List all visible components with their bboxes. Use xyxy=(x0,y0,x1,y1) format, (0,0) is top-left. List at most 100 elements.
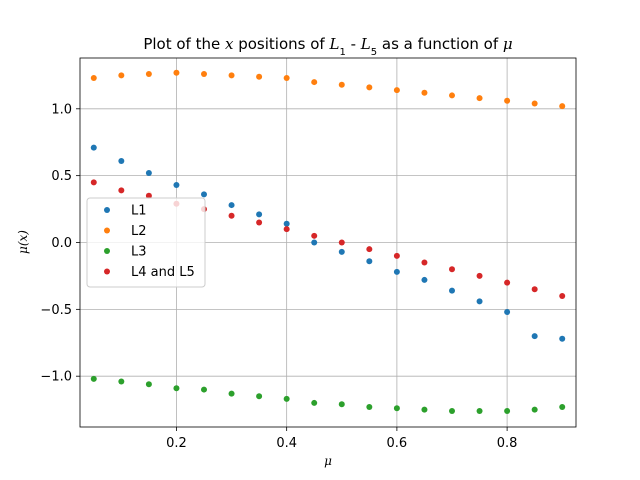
title-part: positions of xyxy=(233,35,329,53)
legend-marker xyxy=(104,248,110,254)
data-point-series-2 xyxy=(90,75,97,82)
title-part: as a function of xyxy=(377,35,503,53)
title-part: Plot of the xyxy=(143,35,225,53)
legend-label: L2 xyxy=(131,224,147,239)
data-point-series-4 xyxy=(338,239,345,246)
data-point-series-2 xyxy=(228,72,235,79)
data-point-series-2 xyxy=(449,92,455,99)
data-point-series-4 xyxy=(531,286,538,293)
legend-label: L4 and L5 xyxy=(131,265,195,280)
data-point-series-4 xyxy=(366,246,373,253)
data-point-series-3 xyxy=(201,386,207,393)
x-tick-label: 0.4 xyxy=(276,436,297,451)
data-point-series-1 xyxy=(201,191,207,198)
data-point-series-4 xyxy=(504,279,511,286)
data-point-series-1 xyxy=(393,268,400,275)
data-point-series-3 xyxy=(504,407,511,414)
x-tick-label: 0.2 xyxy=(166,436,187,451)
data-point-series-2 xyxy=(173,69,180,76)
y-tick-label: 0.5 xyxy=(51,169,72,184)
data-point-series-4 xyxy=(228,212,235,219)
data-point-series-4 xyxy=(421,259,428,266)
title-part: - xyxy=(346,35,361,53)
data-point-series-2 xyxy=(201,71,207,78)
data-point-series-3 xyxy=(283,395,290,402)
data-point-series-3 xyxy=(118,378,125,385)
x-tick-label: 0.6 xyxy=(387,436,408,451)
data-point-series-4 xyxy=(90,179,97,186)
title-part: μ xyxy=(503,35,513,53)
data-point-series-3 xyxy=(173,385,180,392)
data-point-series-2 xyxy=(338,81,345,88)
data-point-series-2 xyxy=(311,79,318,86)
data-point-series-1 xyxy=(90,144,97,151)
data-point-series-2 xyxy=(366,84,373,91)
data-point-series-2 xyxy=(504,97,511,104)
data-point-series-1 xyxy=(504,309,511,316)
data-point-series-4 xyxy=(118,187,125,194)
y-tick-label: −1.0 xyxy=(40,370,72,385)
data-point-series-4 xyxy=(256,219,263,226)
data-point-series-3 xyxy=(449,407,455,414)
data-points xyxy=(90,69,566,414)
data-point-series-4 xyxy=(393,252,400,259)
data-point-series-3 xyxy=(559,403,566,410)
data-point-series-2 xyxy=(145,71,152,78)
x-axis-label: μ xyxy=(324,454,332,468)
ticks: 0.2 0.4 0.6 0.8 −1.0 −0.5 0.0 0.5 1.0 xyxy=(40,102,517,451)
data-point-series-1 xyxy=(311,239,318,246)
data-point-series-3 xyxy=(311,399,318,406)
data-point-series-1 xyxy=(476,298,483,305)
title-part: 1 xyxy=(339,47,345,58)
title-part: 5 xyxy=(371,47,377,58)
y-tick-label: −0.5 xyxy=(40,303,72,318)
x-tick-label: 0.8 xyxy=(497,436,518,451)
data-point-series-3 xyxy=(393,405,400,412)
data-point-series-1 xyxy=(338,248,345,255)
legend-marker xyxy=(104,227,110,234)
legend-marker xyxy=(104,207,110,213)
legend-marker xyxy=(104,268,110,275)
data-point-series-1 xyxy=(421,276,428,283)
data-point-series-1 xyxy=(449,287,455,294)
data-point-series-2 xyxy=(118,72,125,79)
data-point-series-3 xyxy=(90,375,97,382)
data-point-series-1 xyxy=(256,211,263,218)
data-point-series-3 xyxy=(531,406,538,413)
data-point-series-3 xyxy=(338,401,345,408)
data-point-series-1 xyxy=(173,182,180,189)
legend-label: L1 xyxy=(131,204,147,219)
title-part: L xyxy=(360,35,371,53)
legend-label: L3 xyxy=(131,245,147,260)
data-point-series-1 xyxy=(228,202,235,209)
data-point-series-1 xyxy=(366,258,373,265)
grid xyxy=(80,58,576,427)
data-point-series-2 xyxy=(393,87,400,94)
data-point-series-2 xyxy=(531,100,538,107)
data-point-series-2 xyxy=(476,95,483,102)
data-point-series-2 xyxy=(559,103,566,110)
data-point-series-1 xyxy=(118,157,125,164)
data-point-series-4 xyxy=(145,192,152,199)
y-axis-label: μ(x) xyxy=(16,230,30,254)
data-point-series-1 xyxy=(283,220,290,227)
y-tick-label: 1.0 xyxy=(51,102,72,117)
title-part: x xyxy=(225,35,234,53)
data-point-series-3 xyxy=(366,403,373,410)
data-point-series-3 xyxy=(228,390,235,397)
chart-title: Plot of the x positions of L1 - L5 as a … xyxy=(143,35,512,58)
data-point-series-1 xyxy=(559,335,566,342)
data-point-series-3 xyxy=(421,406,428,413)
data-point-series-4 xyxy=(476,272,483,279)
data-point-series-3 xyxy=(476,407,483,414)
data-point-series-4 xyxy=(559,292,566,299)
title-part: L xyxy=(328,35,339,53)
data-point-series-3 xyxy=(256,393,263,400)
legend: L1 L2 L3 L4 and L5 xyxy=(86,197,206,288)
data-point-series-2 xyxy=(283,75,290,82)
data-point-series-2 xyxy=(421,89,428,96)
data-point-series-3 xyxy=(145,381,152,388)
legend-box xyxy=(86,197,206,288)
data-point-series-4 xyxy=(283,226,290,233)
